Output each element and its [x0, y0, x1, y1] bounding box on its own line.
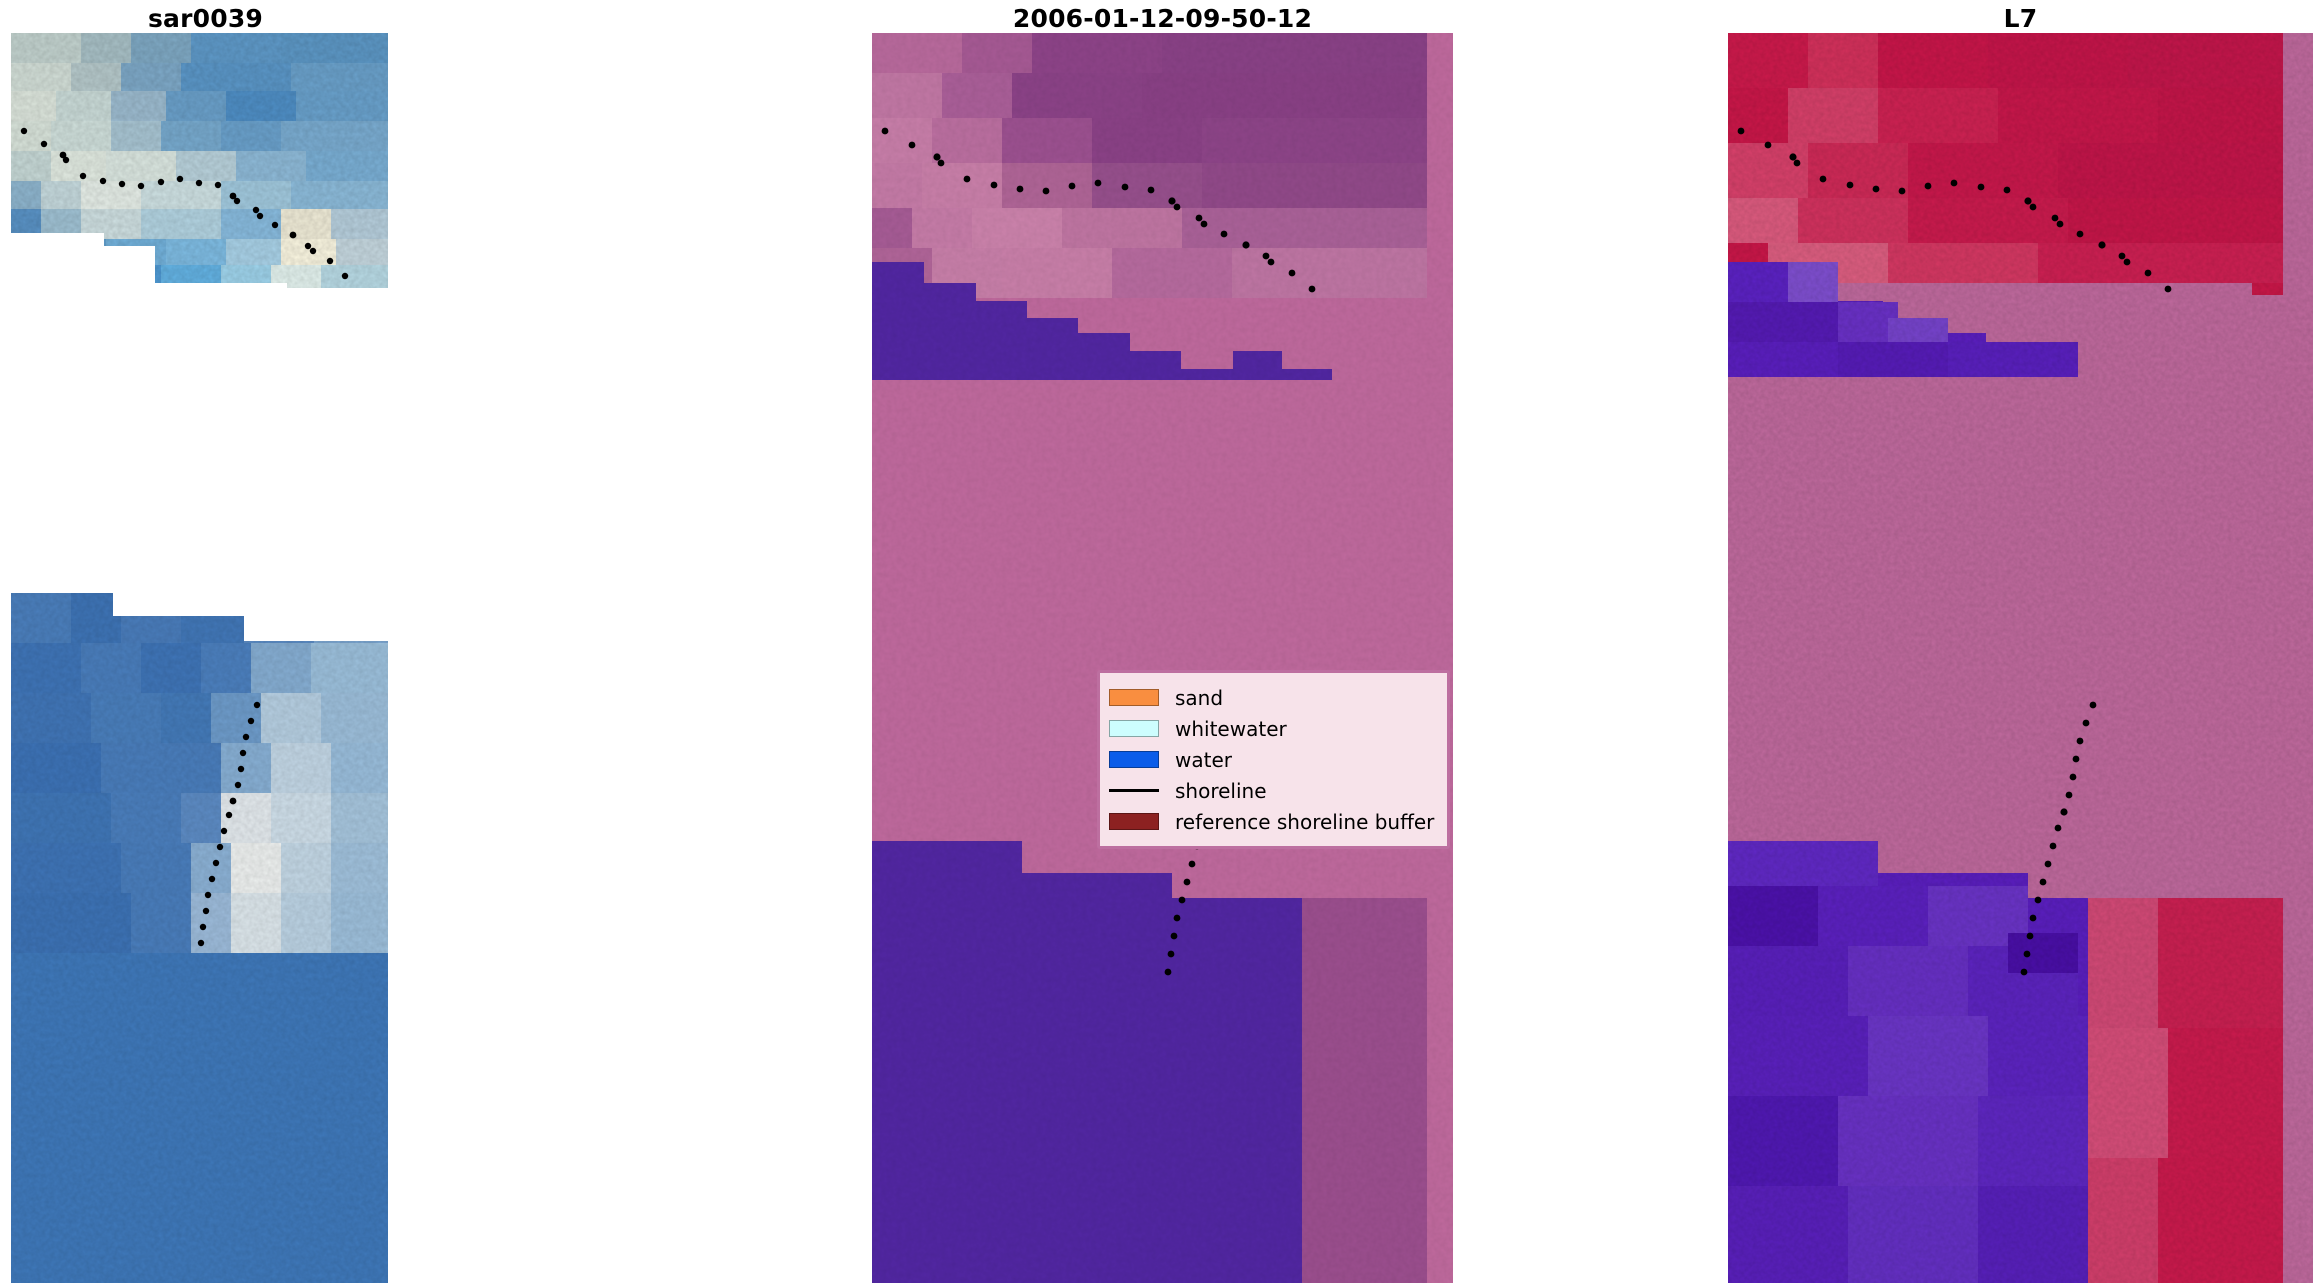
legend-item-sand: sand	[1109, 682, 1436, 713]
index-raster	[1728, 33, 2313, 1283]
legend-item-water: water	[1109, 744, 1436, 775]
panel-title-date: 2006-01-12-09-50-12	[1012, 4, 1313, 33]
shoreline-line-icon	[1109, 782, 1159, 799]
legend-box[interactable]: sand whitewater water shoreline referenc…	[1097, 670, 1450, 849]
legend-label-water: water	[1175, 747, 1232, 772]
classification-raster	[872, 33, 1453, 1283]
rgb-raster	[11, 33, 388, 1283]
water-swatch-icon	[1109, 751, 1159, 768]
panel-index-image[interactable]	[1728, 33, 2313, 1283]
reference-buffer-swatch-icon	[1109, 813, 1159, 830]
legend-label-sand: sand	[1175, 685, 1224, 710]
legend-label-whitewater: whitewater	[1175, 716, 1287, 741]
legend-item-shoreline: shoreline	[1109, 775, 1436, 806]
panel-classification-overlay[interactable]	[872, 33, 1453, 1283]
whitewater-swatch-icon	[1109, 720, 1159, 737]
legend-item-whitewater: whitewater	[1109, 713, 1436, 744]
sand-swatch-icon	[1109, 689, 1159, 706]
panel-rgb-image[interactable]	[0, 33, 411, 1283]
legend-item-reference-buffer: reference shoreline buffer	[1109, 806, 1436, 837]
legend-label-reference-buffer: reference shoreline buffer	[1175, 809, 1435, 834]
legend-label-shoreline: shoreline	[1175, 778, 1267, 803]
panel-title-l7: L7	[2003, 4, 2038, 33]
panel-title-sar0039: sar0039	[147, 4, 264, 33]
